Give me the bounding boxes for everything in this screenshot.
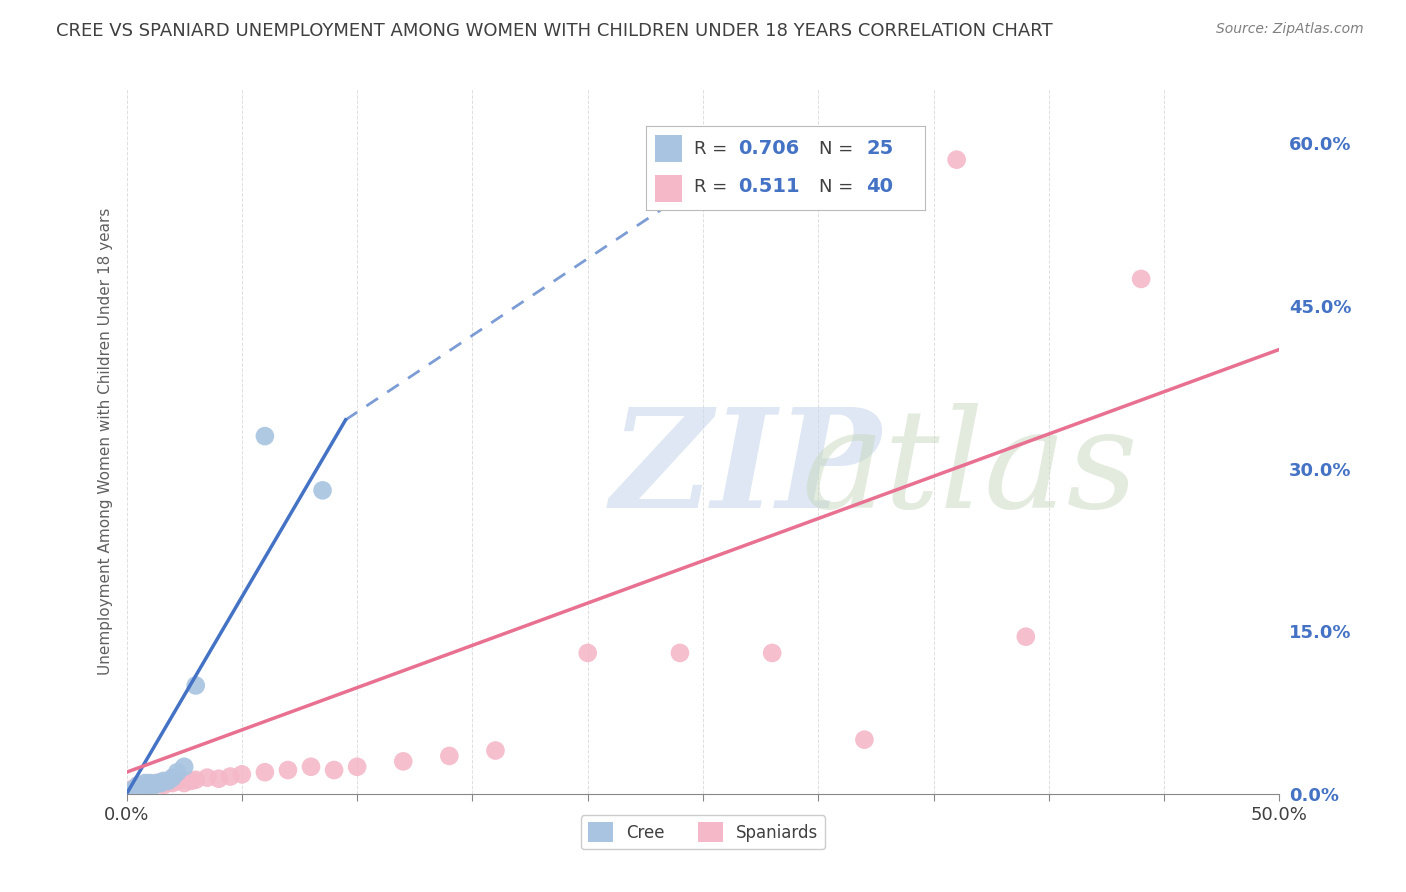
Point — [208, 772, 231, 786]
Point — [141, 777, 163, 791]
Y-axis label: Unemployment Among Women with Children Under 18 years: Unemployment Among Women with Children U… — [97, 208, 112, 675]
Point — [134, 778, 156, 792]
Text: 0.511: 0.511 — [738, 178, 800, 196]
Point — [166, 773, 188, 788]
Point — [346, 760, 368, 774]
Text: 25: 25 — [866, 139, 893, 159]
Point — [122, 781, 145, 796]
Point — [150, 776, 173, 790]
Point — [127, 778, 149, 792]
Point — [129, 780, 152, 795]
Point — [157, 776, 180, 790]
Text: N =: N = — [818, 140, 859, 158]
Point — [576, 646, 599, 660]
Point — [120, 783, 142, 797]
Text: 0.706: 0.706 — [738, 139, 800, 159]
Point — [231, 767, 253, 781]
Point — [143, 778, 166, 792]
Point — [141, 777, 163, 791]
Point — [162, 771, 184, 785]
Text: Source: ZipAtlas.com: Source: ZipAtlas.com — [1216, 22, 1364, 37]
Point — [136, 777, 159, 791]
Point — [152, 778, 174, 792]
Point — [127, 778, 149, 792]
Point — [1015, 630, 1038, 644]
Point — [180, 773, 202, 788]
Point — [125, 782, 148, 797]
Text: CREE VS SPANIARD UNEMPLOYMENT AMONG WOMEN WITH CHILDREN UNDER 18 YEARS CORRELATI: CREE VS SPANIARD UNEMPLOYMENT AMONG WOME… — [56, 22, 1053, 40]
Point — [145, 776, 167, 790]
Point — [253, 765, 276, 780]
Point — [148, 776, 170, 790]
Point — [195, 771, 218, 785]
Point — [184, 772, 207, 787]
Point — [323, 763, 346, 777]
Point — [138, 778, 160, 792]
Point — [219, 770, 242, 784]
Point — [253, 429, 276, 443]
Text: N =: N = — [818, 178, 859, 195]
Point — [669, 646, 692, 660]
Point — [129, 781, 152, 796]
Point — [131, 779, 153, 793]
Point — [439, 748, 461, 763]
Text: R =: R = — [693, 140, 733, 158]
Point — [299, 760, 322, 774]
Point — [127, 780, 149, 795]
Bar — [655, 136, 682, 162]
Point — [134, 776, 156, 790]
Text: R =: R = — [693, 178, 738, 195]
Point — [127, 781, 149, 796]
Point — [484, 743, 506, 757]
Point — [1130, 272, 1153, 286]
Bar — [655, 175, 682, 202]
Point — [125, 781, 148, 796]
Point — [277, 763, 299, 777]
Point — [138, 776, 160, 790]
Point — [134, 780, 156, 795]
Text: ZIP: ZIP — [610, 402, 882, 537]
Point — [152, 773, 174, 788]
Point — [122, 782, 145, 797]
Point — [166, 765, 188, 780]
Text: 40: 40 — [866, 178, 893, 196]
Point — [120, 785, 142, 799]
Point — [311, 483, 333, 498]
Point — [162, 776, 184, 790]
Point — [145, 776, 167, 790]
Point — [143, 778, 166, 792]
Point — [184, 678, 207, 692]
Point — [392, 755, 415, 769]
Legend: Cree, Spaniards: Cree, Spaniards — [581, 815, 825, 849]
Point — [136, 779, 159, 793]
Point — [173, 760, 195, 774]
Point — [173, 776, 195, 790]
Point — [150, 776, 173, 790]
Point — [853, 732, 876, 747]
Point — [131, 779, 153, 793]
Point — [761, 646, 783, 660]
Point — [945, 153, 967, 167]
Text: atlas: atlas — [801, 402, 1137, 537]
Point — [138, 778, 160, 792]
Point — [157, 773, 180, 788]
